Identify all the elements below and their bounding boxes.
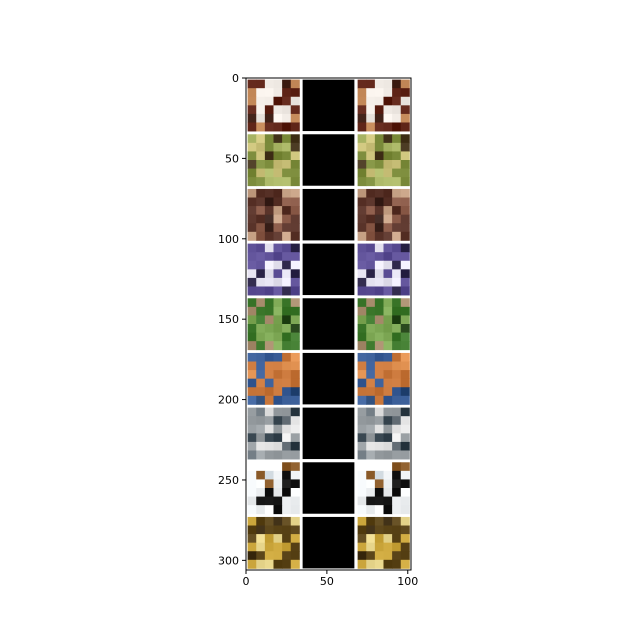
- tile-r7-image-3: [357, 407, 410, 460]
- tile-r6-image-1: [247, 352, 300, 405]
- tile-r3-image-1: [247, 188, 300, 241]
- tile-r3-image-3: [357, 188, 410, 241]
- tile-r6-black-2: [302, 352, 355, 405]
- y-tick-label: 150: [218, 313, 239, 326]
- x-tick-label: 50: [320, 575, 334, 588]
- tile-r4-black-2: [302, 243, 355, 296]
- x-tick-label: 100: [397, 575, 418, 588]
- y-axis: 0 50 100 150 200 250 300: [218, 72, 246, 567]
- axes-frame: [245, 77, 412, 571]
- tile-r8-image-3: [357, 462, 410, 515]
- tile-r3-black-2: [302, 188, 355, 241]
- tile-r4-image-1: [247, 243, 300, 296]
- tile-r5-image-3: [357, 298, 410, 351]
- tile-r1-image-3: [357, 79, 410, 132]
- tile-r2-image-3: [357, 134, 410, 187]
- tile-r7-black-2: [302, 407, 355, 460]
- tile-r9-image-1: [247, 516, 300, 569]
- tile-r6-image-3: [357, 352, 410, 405]
- tile-r5-black-2: [302, 298, 355, 350]
- tile-r5-image-1: [247, 298, 300, 351]
- y-tick-label: 250: [218, 474, 239, 487]
- tile-r4-image-3: [357, 243, 410, 296]
- y-tick-label: 50: [225, 152, 239, 165]
- y-tick-label: 300: [218, 554, 239, 567]
- tile-r9-black-2: [302, 516, 355, 569]
- tile-r2-black-2: [302, 134, 355, 186]
- y-tick-label: 200: [218, 394, 239, 407]
- tile-r8-black-2: [302, 462, 355, 514]
- x-axis: 0 50 100: [243, 570, 418, 588]
- y-tick-label: 100: [218, 233, 239, 246]
- tile-r2-image-1: [247, 134, 300, 187]
- tile-r8-image-1: [247, 462, 300, 515]
- tile-grid: [247, 79, 410, 569]
- tile-r7-image-1: [247, 407, 300, 460]
- x-tick-label: 0: [243, 575, 250, 588]
- tile-r9-image-3: [357, 516, 410, 569]
- tile-r1-black-2: [302, 79, 355, 132]
- y-tick-label: 0: [232, 72, 239, 85]
- tile-r1-image-1: [247, 79, 300, 132]
